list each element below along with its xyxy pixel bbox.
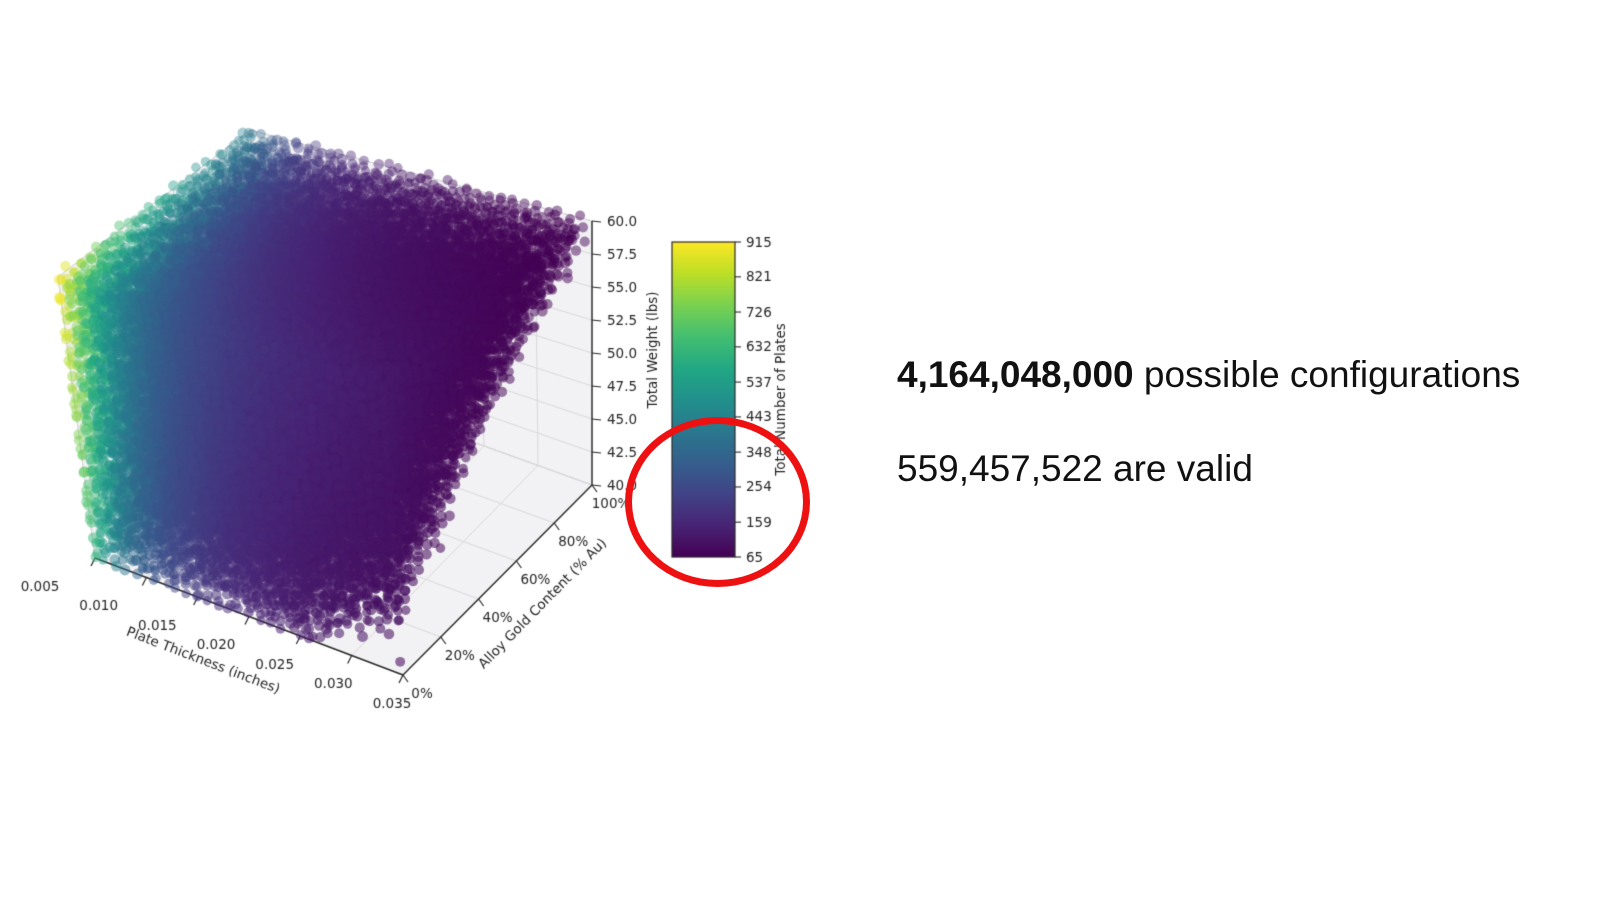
possible-configurations-label: possible configurations	[1143, 354, 1521, 395]
possible-configurations-line: 4,164,048,000 possible configurations	[897, 354, 1521, 396]
possible-configurations-count: 4,164,048,000	[897, 354, 1134, 395]
red-circle-annotation	[625, 417, 810, 587]
valid-configurations-line: 559,457,522 are valid	[897, 448, 1253, 489]
